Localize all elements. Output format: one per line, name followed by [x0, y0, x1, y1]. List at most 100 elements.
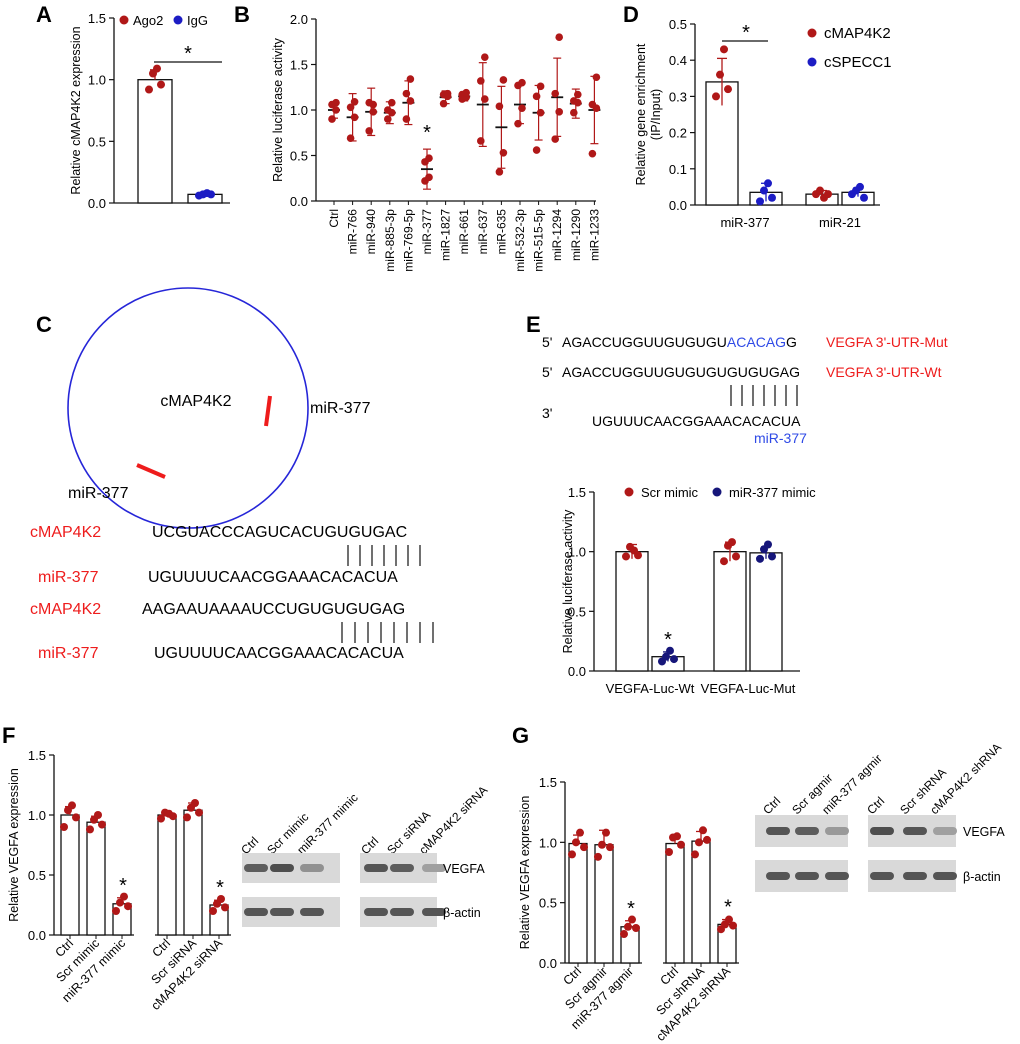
- e-y-axis-label: Relative luciferase activity: [561, 509, 575, 654]
- blot-G-row-label: β-actin: [963, 870, 1001, 884]
- d-data-point: [712, 92, 720, 101]
- f-y-tick-label: 0.5: [28, 868, 46, 883]
- blot-F-band: [422, 908, 446, 916]
- d-data-point: [764, 179, 772, 188]
- a-legend-marker-igg: [173, 15, 183, 25]
- b-data-point: [332, 106, 340, 114]
- d-legend-label: cMAP4K2: [824, 25, 891, 42]
- blot-G-band: [903, 872, 927, 880]
- a-legend-marker-ago2: [119, 15, 129, 25]
- wt-label: VEGFA 3'-UTR-Wt: [826, 364, 942, 380]
- b-data-point: [425, 154, 433, 163]
- e-data-point: [728, 538, 736, 547]
- e-data-point: [732, 552, 740, 561]
- b-data-point: [365, 98, 374, 107]
- a-bar: [137, 79, 173, 204]
- g-y-axis-label-line: Relative VEGFA expression: [518, 796, 532, 950]
- e-data-point: [764, 540, 772, 549]
- b-x-tick-label: miR-940: [364, 209, 378, 255]
- g-y-tick-label: 1.0: [539, 835, 557, 850]
- g-bar: [691, 840, 711, 964]
- a-y-axis-label-line: Relative cMAP4K2 expression: [69, 26, 83, 194]
- a-data-point: [157, 80, 165, 89]
- g-data-point: [665, 847, 673, 856]
- blot-F-row-label: VEGFA: [443, 862, 485, 876]
- d-y-tick-label: 0.3: [669, 89, 687, 104]
- blot-F-band: [270, 908, 294, 916]
- mir-label: miR-377: [754, 430, 807, 446]
- d-y-tick-label: 0.5: [669, 17, 687, 32]
- f-bar: [183, 809, 203, 936]
- b-data-point: [477, 137, 485, 145]
- f-y-tick-label: 1.0: [28, 808, 46, 823]
- f-data-point: [157, 814, 165, 823]
- g-significance-star: *: [724, 897, 732, 919]
- wt-prefix: 5': [542, 364, 552, 380]
- d-data-point: [824, 190, 832, 199]
- e-x-category-label: VEGFA-Luc-Mut: [701, 681, 796, 696]
- b-data-point: [402, 89, 411, 98]
- b-x-tick-label: miR-766: [346, 209, 360, 255]
- b-y-axis-label: Relative luciferase activity: [271, 37, 285, 182]
- e-data-point: [622, 552, 630, 561]
- panel-letter-e: E: [526, 312, 541, 337]
- b-data-point: [406, 97, 415, 105]
- b-data-point: [350, 113, 359, 122]
- b-x-tick-label: miR-1294: [550, 209, 564, 261]
- b-data-point: [481, 95, 489, 103]
- d-data-point: [856, 182, 864, 191]
- b-data-point: [388, 98, 396, 107]
- b-data-point: [384, 115, 392, 123]
- a-data-point: [153, 64, 161, 73]
- e-data-point: [666, 646, 674, 655]
- blot-F-band: [364, 908, 388, 916]
- mut-seq-part-1: AGACCUGGUUGUGUGU: [562, 334, 727, 350]
- b-data-point: [588, 100, 597, 109]
- d-data-point: [760, 186, 768, 195]
- e-y-tick-label: 0.0: [568, 664, 586, 679]
- blot-G-band: [903, 827, 927, 835]
- d-y-tick-label: 0.2: [669, 126, 687, 141]
- g-data-point: [602, 828, 610, 837]
- f-data-point: [183, 813, 191, 822]
- f-y-tick-label: 0.0: [28, 928, 46, 943]
- b-data-point: [536, 108, 545, 117]
- g-y-tick-label: 1.5: [539, 775, 557, 790]
- mir-sequence: UGUUUCAACGGAAACACACUA: [592, 413, 801, 429]
- f-data-point: [191, 799, 199, 807]
- e-y-axis-label-line: Relative luciferase activity: [561, 509, 575, 654]
- blot-F-band: [390, 864, 414, 872]
- b-x-tick-label: miR-635: [494, 209, 508, 255]
- b-data-point: [477, 77, 485, 85]
- d-data-point: [860, 193, 868, 202]
- b-data-point: [384, 106, 392, 114]
- f-significance-star: *: [119, 875, 127, 897]
- f-significance-star: *: [216, 877, 224, 899]
- a-y-axis-label: Relative cMAP4K2 expression: [69, 26, 83, 194]
- g-data-point: [624, 922, 632, 931]
- e-base-pair-lines: [730, 385, 798, 406]
- f-data-point: [86, 825, 94, 834]
- site-label-1: miR-377: [310, 400, 371, 417]
- b-data-point: [481, 53, 489, 62]
- d-data-point: [716, 70, 724, 79]
- blot-F-band: [244, 908, 268, 916]
- b-data-point: [443, 89, 452, 98]
- a-significance-star: *: [184, 43, 192, 65]
- e-data-point: [670, 655, 678, 664]
- g-data-point: [729, 921, 737, 930]
- binding-site-mark-1: [264, 395, 272, 427]
- f-data-point: [60, 823, 68, 831]
- b-x-tick-label: miR-661: [457, 209, 471, 255]
- b-data-point: [499, 148, 508, 157]
- b-y-axis-label-line: Relative luciferase activity: [271, 37, 285, 182]
- f-data-point: [195, 808, 203, 817]
- f-data-point: [72, 813, 80, 822]
- blot-G-band: [825, 827, 849, 835]
- binding-site-mark-2: [136, 463, 166, 479]
- d-data-point: [724, 85, 732, 94]
- b-data-point: [462, 88, 471, 97]
- f-data-point: [112, 907, 120, 915]
